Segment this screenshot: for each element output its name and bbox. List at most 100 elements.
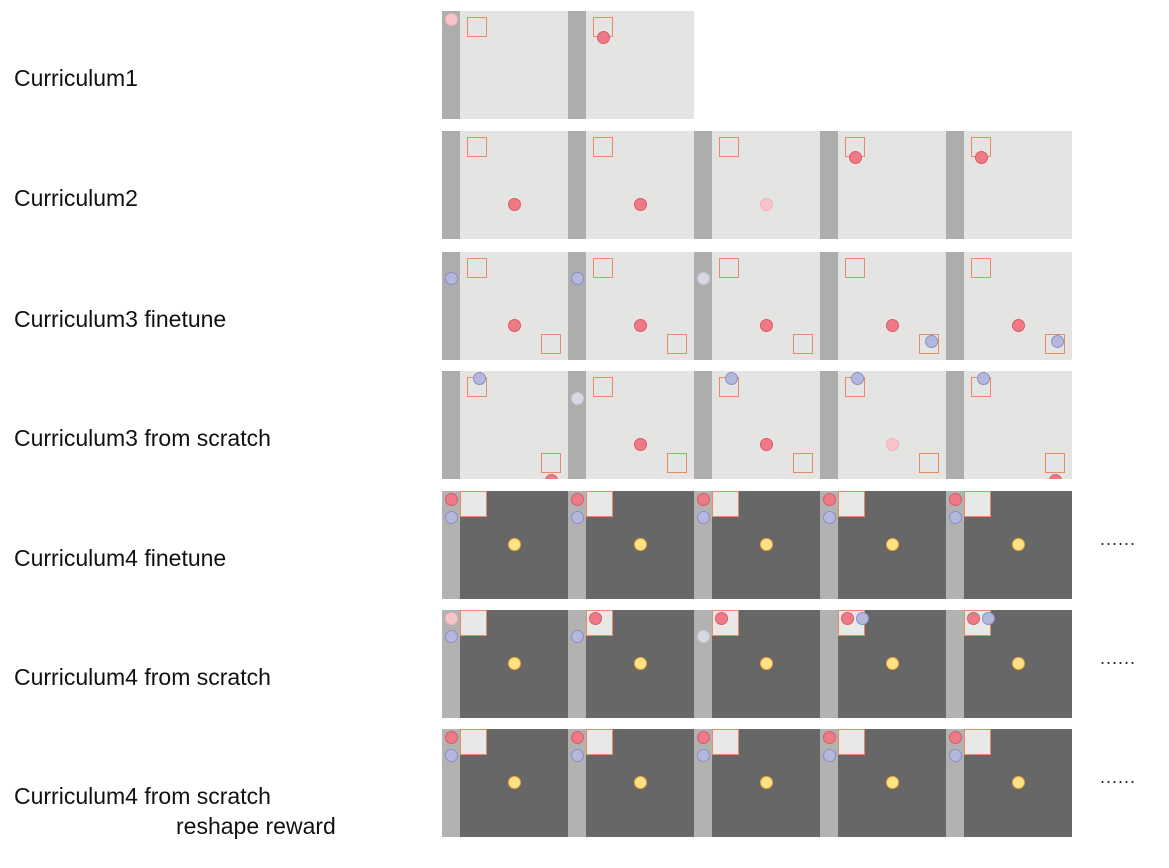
row-label: Curriculum2 <box>14 184 138 212</box>
wall-strip <box>820 252 838 360</box>
goal-marker <box>633 775 647 789</box>
row-label-text: Curriculum2 <box>14 185 138 211</box>
row-label: Curriculum1 <box>14 64 138 92</box>
wall-strip <box>946 131 964 239</box>
wall-strip <box>442 371 460 479</box>
red-agent <box>570 492 584 506</box>
red-agent <box>696 492 710 506</box>
red-agent <box>948 492 962 506</box>
target-box <box>1045 453 1065 473</box>
env-frame <box>694 610 820 718</box>
env-frame <box>946 729 1072 837</box>
target-box <box>586 491 613 517</box>
wall-strip <box>442 729 460 837</box>
blue-agent <box>696 748 710 762</box>
goal-marker <box>759 656 773 670</box>
target-box <box>467 258 487 278</box>
target-box <box>541 334 561 354</box>
env-frame <box>820 131 946 239</box>
target-box <box>667 453 687 473</box>
red-agent <box>444 611 458 625</box>
red-agent <box>759 197 773 211</box>
env-frame <box>568 11 694 119</box>
wall-strip <box>694 491 712 599</box>
wall-strip <box>820 729 838 837</box>
blue-agent <box>444 629 458 643</box>
env-frame <box>820 491 946 599</box>
env-frame <box>694 729 820 837</box>
goal-marker <box>885 656 899 670</box>
env-frame <box>442 610 568 718</box>
blue-agent <box>976 371 990 385</box>
blue-agent <box>570 271 584 285</box>
env-frame <box>568 610 694 718</box>
wall-strip <box>820 491 838 599</box>
goal-marker <box>885 775 899 789</box>
red-agent <box>822 730 836 744</box>
wall-strip <box>946 252 964 360</box>
env-frame <box>946 491 1072 599</box>
wall-strip <box>568 610 586 718</box>
row-label: Curriculum4 from scratch reshape reward <box>14 782 336 839</box>
env-frame <box>946 252 1072 360</box>
env-frame <box>568 491 694 599</box>
wall-strip <box>820 131 838 239</box>
env-frame <box>820 371 946 479</box>
goal-marker <box>759 537 773 551</box>
row-label: Curriculum3 from scratch <box>14 424 271 452</box>
goal-marker <box>507 775 521 789</box>
wall-strip <box>820 371 838 479</box>
wall-strip <box>442 11 460 119</box>
blue-agent <box>724 371 738 385</box>
red-agent <box>840 611 854 625</box>
target-box <box>838 729 865 755</box>
blue-agent <box>444 271 458 285</box>
red-agent <box>848 150 862 164</box>
red-agent <box>974 150 988 164</box>
blue-agent <box>924 334 938 348</box>
env-frame <box>694 371 820 479</box>
red-agent <box>948 730 962 744</box>
env-frame <box>568 131 694 239</box>
continuation-ellipsis: ...... <box>1100 648 1137 668</box>
wall-strip <box>946 729 964 837</box>
red-agent <box>544 473 558 479</box>
red-agent <box>822 492 836 506</box>
wall-strip <box>442 610 460 718</box>
wall-strip <box>946 491 964 599</box>
env-frame <box>820 252 946 360</box>
goal-marker <box>1011 537 1025 551</box>
goal-marker <box>633 656 647 670</box>
row-label-subtext: reshape reward <box>176 813 336 839</box>
blue-agent <box>948 510 962 524</box>
red-agent <box>1048 473 1062 479</box>
env-frame <box>694 131 820 239</box>
red-agent <box>596 30 610 44</box>
env-frame <box>442 11 568 119</box>
wall-strip <box>568 131 586 239</box>
red-agent <box>633 437 647 451</box>
blue-agent <box>570 748 584 762</box>
continuation-ellipsis: ...... <box>1100 529 1137 549</box>
row-label-text: Curriculum4 from scratch <box>14 664 271 690</box>
target-box <box>971 258 991 278</box>
target-box <box>845 258 865 278</box>
goal-marker <box>633 537 647 551</box>
env-frame <box>946 610 1072 718</box>
env-frame <box>442 491 568 599</box>
blue-agent <box>444 748 458 762</box>
red-agent <box>633 197 647 211</box>
target-box <box>460 729 487 755</box>
target-box <box>460 491 487 517</box>
blue-agent <box>981 611 995 625</box>
red-agent <box>588 611 602 625</box>
wall-strip <box>694 252 712 360</box>
wall-strip <box>442 252 460 360</box>
env-frame <box>820 729 946 837</box>
blue-agent <box>444 510 458 524</box>
red-agent <box>759 437 773 451</box>
blue-agent <box>570 629 584 643</box>
wall-strip <box>820 610 838 718</box>
goal-marker <box>1011 656 1025 670</box>
blue-agent <box>850 371 864 385</box>
